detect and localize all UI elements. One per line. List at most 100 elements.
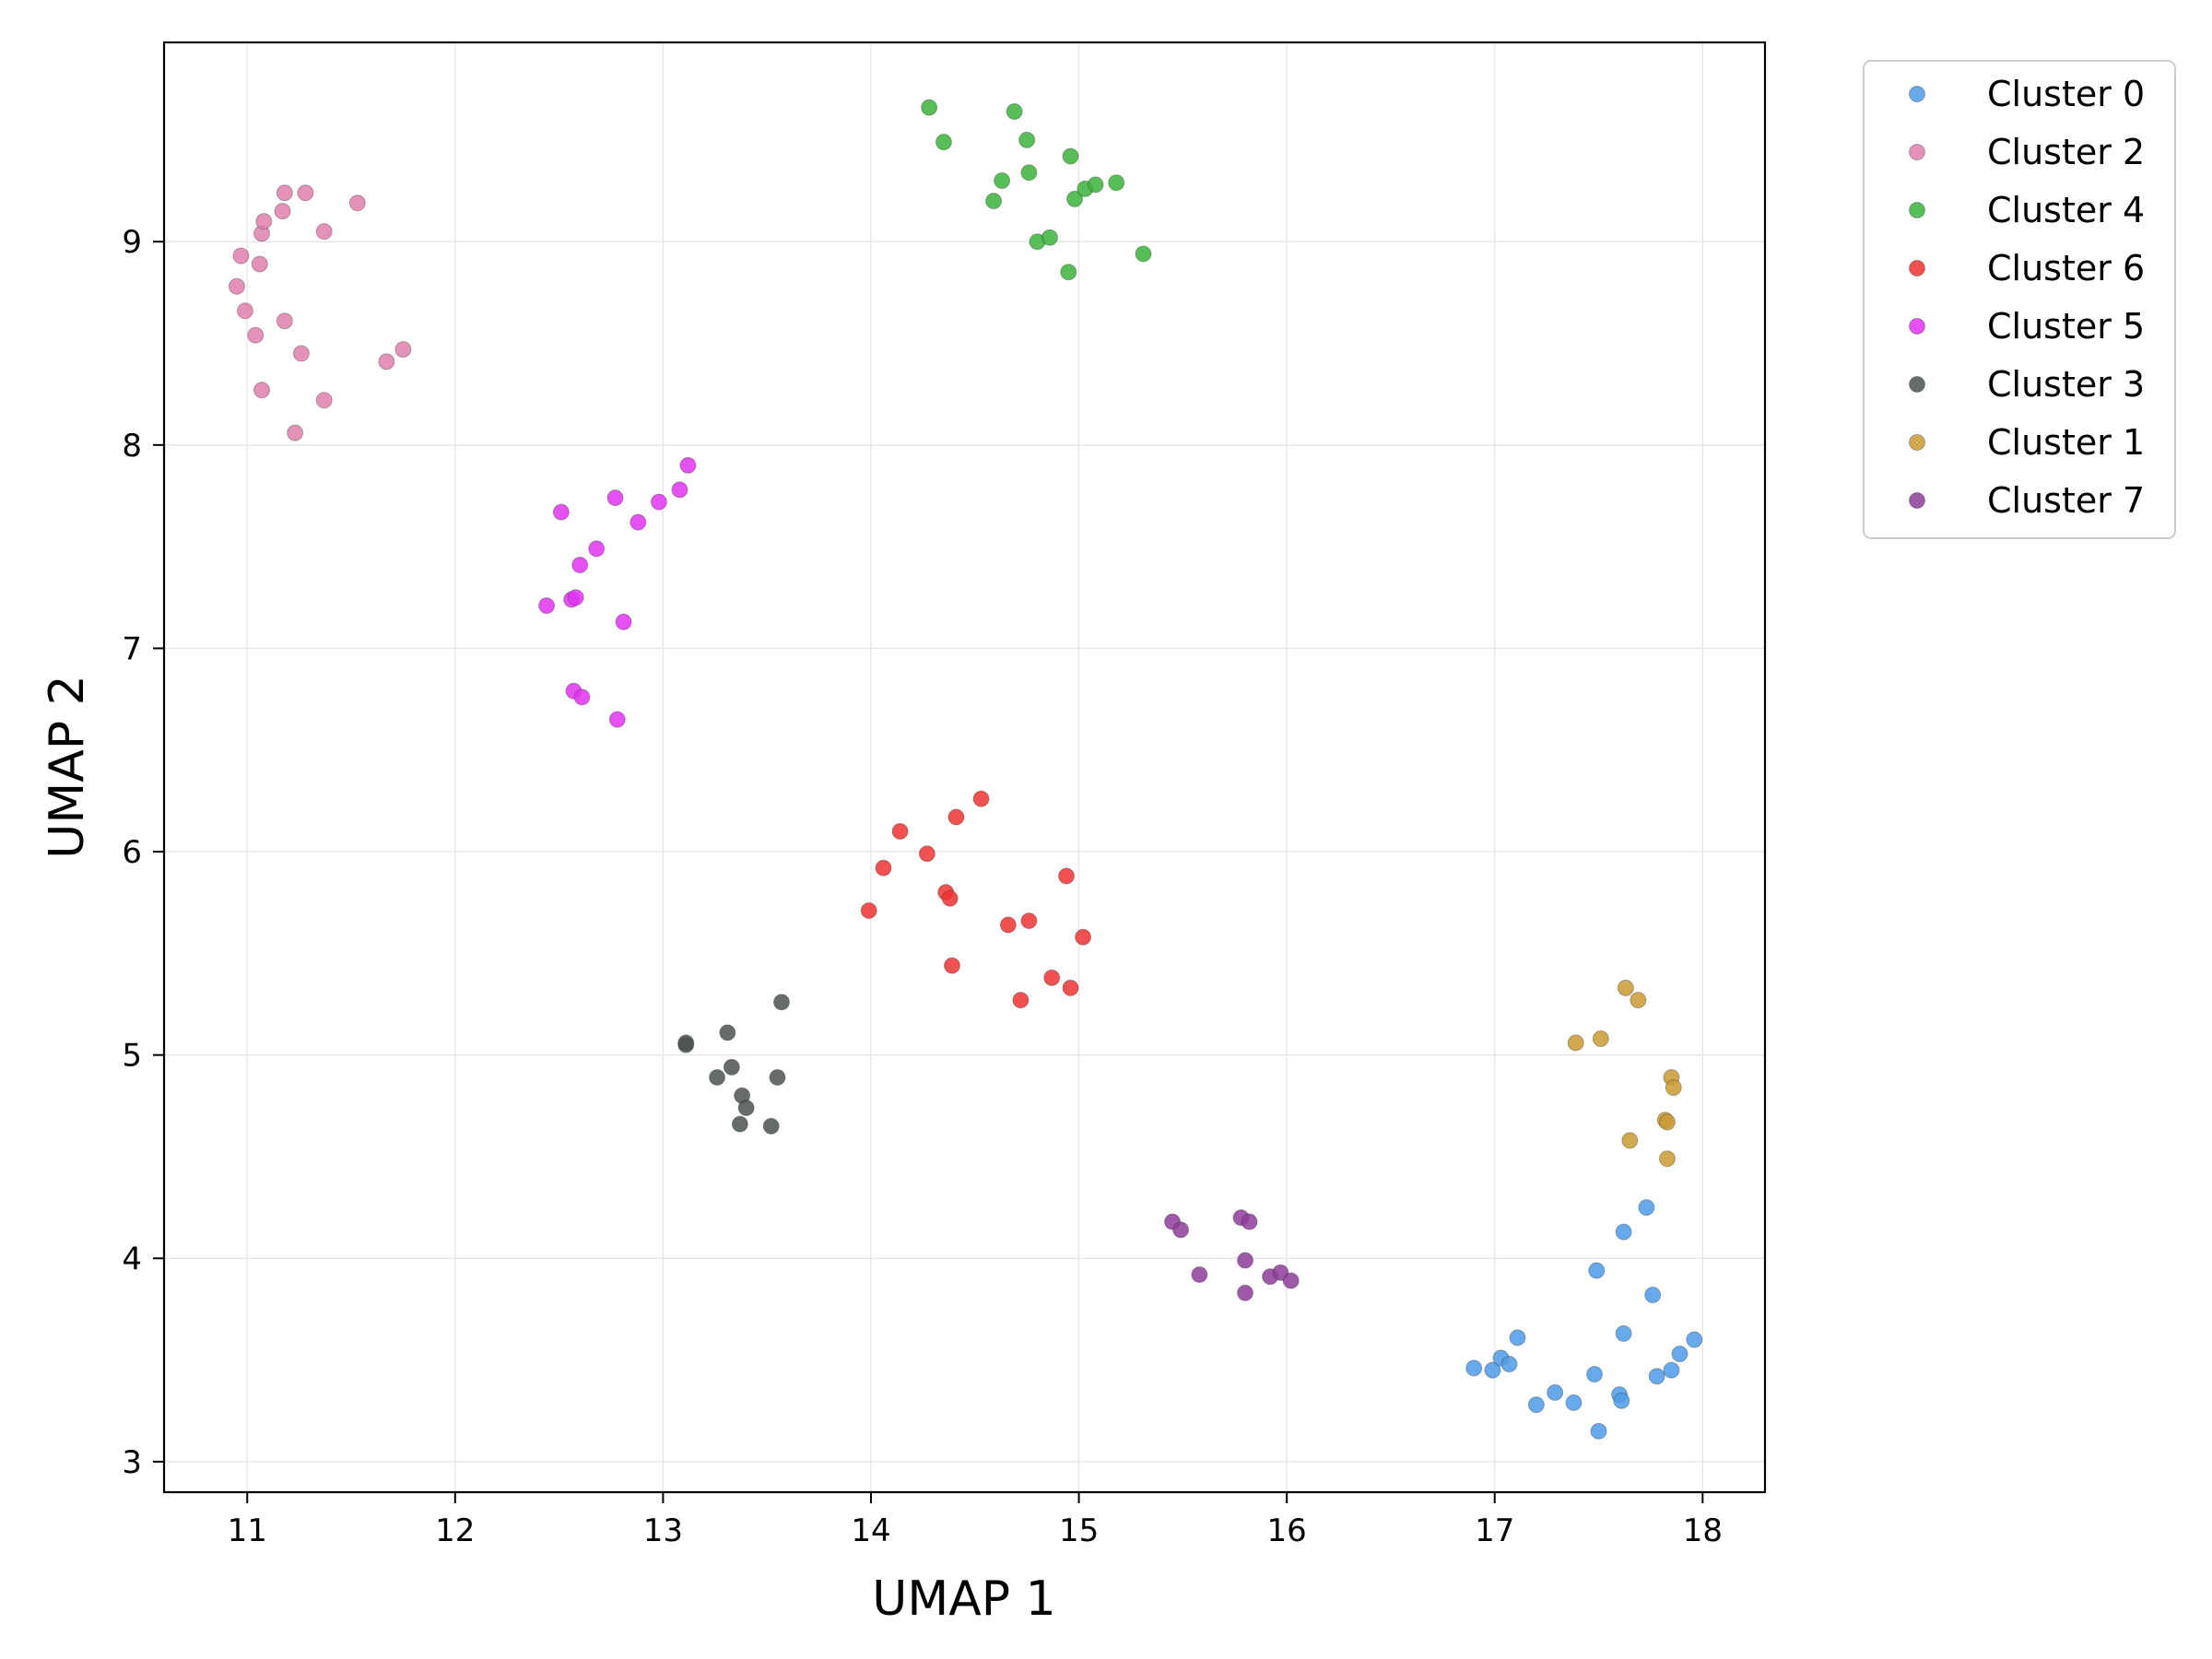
data-point	[985, 193, 1003, 210]
data-point	[606, 489, 624, 507]
legend-label: Cluster 5	[1987, 306, 2145, 347]
legend-label: Cluster 1	[1987, 422, 2145, 463]
data-point	[276, 184, 293, 202]
legend-marker	[1909, 434, 1925, 451]
data-point	[1621, 1132, 1639, 1149]
data-point	[1509, 1329, 1526, 1347]
data-point	[941, 889, 959, 907]
data-point	[1644, 1287, 1662, 1304]
data-point	[737, 1100, 755, 1117]
data-points	[228, 99, 1703, 1440]
legend-marker	[1909, 318, 1925, 335]
legend-marker	[1909, 202, 1925, 218]
data-point	[1012, 992, 1030, 1009]
series-cluster-0	[1465, 1199, 1703, 1440]
data-point	[1066, 190, 1084, 207]
data-point	[1465, 1359, 1483, 1377]
data-point	[571, 556, 589, 573]
data-point	[1638, 1199, 1655, 1217]
data-point	[1058, 867, 1076, 885]
data-point	[1087, 176, 1104, 194]
data-point	[629, 513, 647, 531]
plot-frame	[162, 41, 1767, 1494]
data-point	[236, 302, 253, 320]
data-point	[315, 392, 333, 409]
data-point	[709, 1068, 726, 1086]
data-point	[292, 345, 310, 362]
legend-label: Cluster 2	[1987, 132, 2145, 172]
data-point	[1615, 1324, 1632, 1342]
data-point	[1020, 912, 1038, 930]
data-point	[1237, 1252, 1254, 1269]
data-point	[552, 503, 570, 521]
grid	[164, 42, 1765, 1492]
data-point	[918, 845, 935, 863]
data-point	[1648, 1368, 1665, 1385]
data-point	[999, 916, 1017, 934]
y-tick-label: 8	[122, 428, 142, 465]
data-point	[1592, 1030, 1609, 1048]
data-point	[274, 203, 291, 220]
data-point	[719, 1024, 736, 1041]
series-cluster-7	[1164, 1209, 1300, 1301]
legend-label: Cluster 4	[1987, 190, 2145, 230]
legend-marker	[1909, 144, 1925, 160]
series-cluster-3	[677, 994, 790, 1135]
y-tick-label: 5	[122, 1038, 142, 1075]
data-point	[1565, 1394, 1583, 1411]
legend-label: Cluster 6	[1987, 248, 2145, 288]
data-point	[1041, 229, 1058, 246]
data-point	[567, 589, 584, 606]
data-point	[1663, 1361, 1680, 1379]
data-point	[247, 326, 265, 344]
data-point	[1062, 979, 1079, 996]
legend-box	[1863, 60, 2176, 539]
y-tick-label: 9	[122, 224, 142, 261]
data-point	[943, 957, 960, 974]
data-point	[679, 456, 697, 474]
x-tick-label: 18	[1683, 1512, 1723, 1549]
legend-label: Cluster 0	[1987, 74, 2145, 114]
data-point	[1588, 1262, 1606, 1279]
data-point	[860, 902, 877, 920]
data-point	[251, 255, 268, 273]
data-point	[615, 613, 632, 630]
data-point	[538, 597, 556, 615]
x-tick-label: 11	[228, 1512, 267, 1549]
data-point	[762, 1117, 780, 1135]
data-point	[315, 223, 333, 241]
data-point	[650, 493, 667, 511]
data-point	[1135, 245, 1152, 263]
data-point	[671, 481, 688, 499]
data-point	[1658, 1150, 1676, 1168]
data-point	[1590, 1422, 1607, 1440]
data-point	[1108, 174, 1125, 192]
y-tick-label: 4	[122, 1241, 142, 1277]
x-tick-label: 14	[851, 1512, 890, 1549]
legend: Cluster 0 Cluster 2 Cluster 4 Cluster 6 Clus…	[1863, 60, 2176, 539]
series-cluster-6	[860, 790, 1092, 1009]
y-tick-label: 6	[122, 834, 142, 871]
data-point	[228, 277, 245, 295]
legend-marker	[1909, 260, 1925, 276]
legend-marker	[1909, 376, 1925, 393]
x-tick-label: 16	[1267, 1512, 1307, 1549]
data-point	[891, 822, 909, 840]
x-axis-ticks: 11 12 13 14 15 16 17 18	[228, 1492, 1723, 1549]
data-point	[1547, 1383, 1564, 1401]
data-point	[1613, 1392, 1630, 1409]
data-point	[1617, 979, 1634, 996]
x-axis-label: UMAP 1	[872, 1571, 1055, 1627]
data-point	[378, 353, 395, 371]
data-point	[232, 247, 250, 265]
data-point	[348, 194, 366, 212]
x-tick-label: 12	[435, 1512, 475, 1549]
data-point	[1006, 103, 1023, 121]
series-cluster-2	[228, 184, 412, 441]
x-tick-label: 13	[643, 1512, 683, 1549]
legend-label: Cluster 3	[1987, 364, 2145, 405]
series-cluster-5	[538, 456, 697, 728]
data-point	[1172, 1221, 1190, 1239]
x-tick-label: 15	[1059, 1512, 1099, 1549]
series-cluster-1	[1567, 979, 1682, 1168]
